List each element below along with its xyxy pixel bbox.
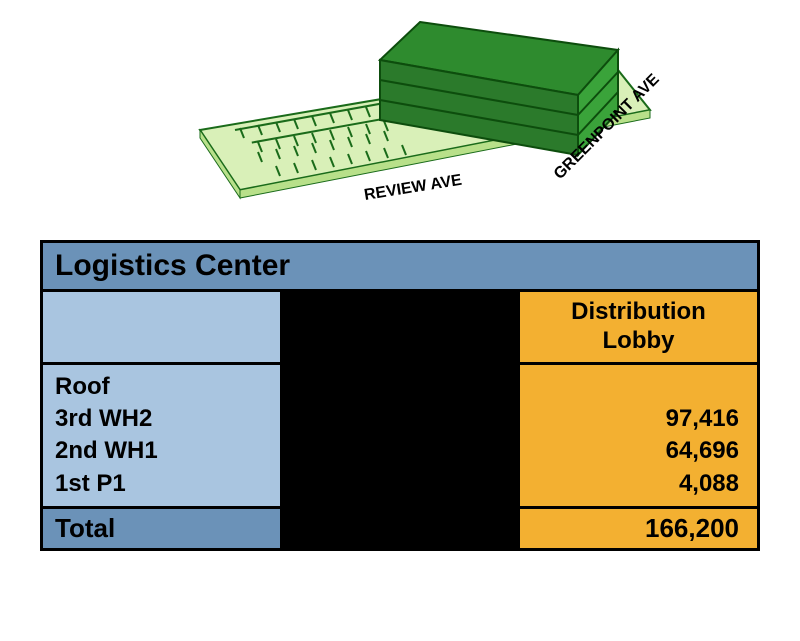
- header-empty-left: [43, 292, 283, 362]
- header-distribution-lobby: Distribution Lobby: [517, 292, 757, 362]
- body-middle-gap: [283, 365, 517, 507]
- floors-column: Roof 3rd WH2 2nd WH1 1st P1: [43, 365, 283, 507]
- floor-3rd: 3rd WH2: [55, 403, 268, 435]
- values-column: 97,416 64,696 4,088: [517, 365, 757, 507]
- value-roof: [538, 371, 739, 403]
- table-body-row: Roof 3rd WH2 2nd WH1 1st P1 97,416 64,69…: [43, 365, 757, 510]
- header-middle-gap: [283, 292, 517, 362]
- table-header-row: Distribution Lobby: [43, 292, 757, 365]
- building-svg: REVIEW AVE GREENPOINT AVE: [140, 0, 660, 220]
- total-value: 166,200: [517, 509, 757, 548]
- value-2nd: 64,696: [538, 435, 739, 467]
- total-middle-gap: [283, 509, 517, 548]
- floor-roof: Roof: [55, 371, 268, 403]
- value-3rd: 97,416: [538, 403, 739, 435]
- floor-2nd: 2nd WH1: [55, 435, 268, 467]
- value-1st: 4,088: [538, 468, 739, 500]
- table-title: Logistics Center: [43, 243, 757, 292]
- floor-1st: 1st P1: [55, 468, 268, 500]
- header-line2: Lobby: [603, 327, 675, 354]
- logistics-table: Logistics Center Distribution Lobby Roof…: [40, 240, 760, 551]
- header-line1: Distribution: [571, 298, 706, 325]
- total-label: Total: [43, 509, 283, 548]
- street-label-review: REVIEW AVE: [363, 172, 463, 204]
- table-total-row: Total 166,200: [43, 509, 757, 548]
- building-diagram: REVIEW AVE GREENPOINT AVE: [0, 0, 800, 220]
